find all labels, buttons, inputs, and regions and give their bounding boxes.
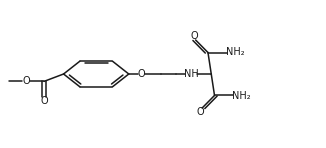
Text: NH₂: NH₂ (226, 47, 244, 57)
Text: O: O (40, 96, 48, 106)
Text: O: O (190, 31, 198, 41)
Text: NH: NH (184, 69, 199, 79)
Text: O: O (197, 107, 204, 117)
Text: NH₂: NH₂ (232, 91, 251, 101)
Text: O: O (137, 69, 145, 79)
Text: O: O (22, 76, 30, 86)
